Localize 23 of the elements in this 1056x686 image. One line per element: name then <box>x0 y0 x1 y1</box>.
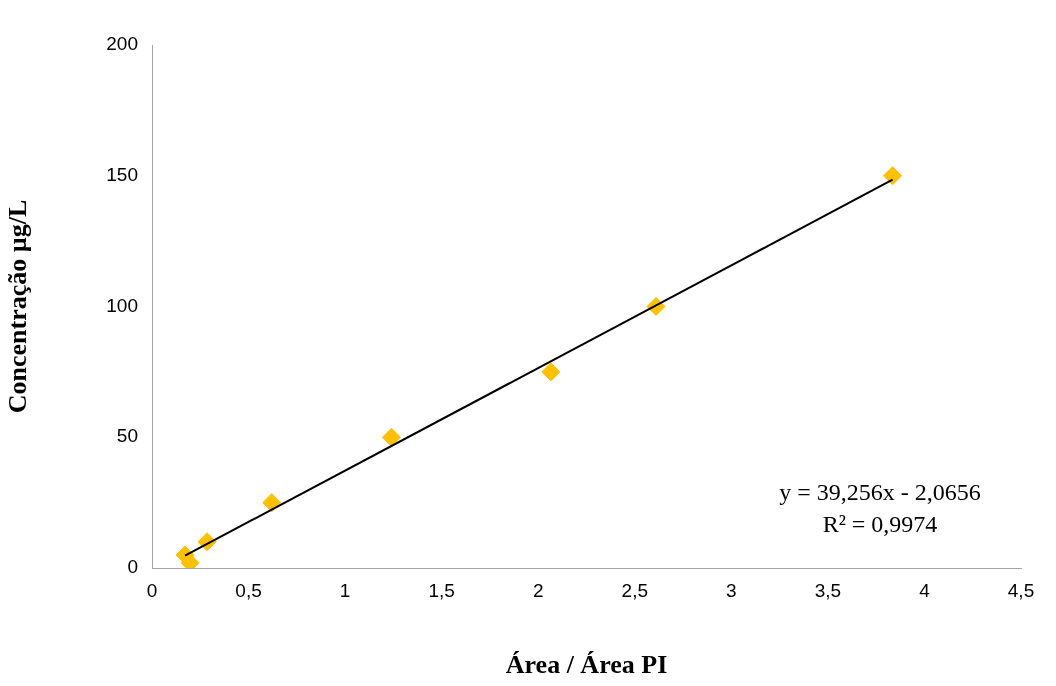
x-tick-label: 0,5 <box>235 579 262 601</box>
point <box>883 166 903 186</box>
x-tick-label: 4 <box>919 579 931 601</box>
point <box>541 362 561 382</box>
x-axis-title: Área / Área PI <box>505 650 668 680</box>
x-tick-label: 3 <box>726 579 737 601</box>
y-tick-label: 50 <box>116 425 138 447</box>
annotation: R² = 0,9974 <box>822 511 938 538</box>
y-tick-label: 200 <box>106 33 138 55</box>
x-tick-label: 2 <box>532 579 544 601</box>
y-tick-label: 100 <box>106 294 138 316</box>
point <box>381 427 401 447</box>
x-tick-label: 1 <box>339 579 351 601</box>
x-tick-label: 4,5 <box>1007 579 1035 601</box>
y-tick-label: 0 <box>127 556 138 578</box>
x-tick-label: 0 <box>146 579 158 601</box>
point <box>262 493 282 513</box>
y-axis-title: Concentração µg/L <box>3 199 33 414</box>
y-tick-label: 150 <box>106 163 138 185</box>
x-tick-label: 3,5 <box>814 579 842 601</box>
x-tick-label: 2,5 <box>621 579 648 601</box>
x-tick-label: 1,5 <box>428 579 455 601</box>
annotation: y = 39,256x - 2,0656 <box>779 479 981 506</box>
